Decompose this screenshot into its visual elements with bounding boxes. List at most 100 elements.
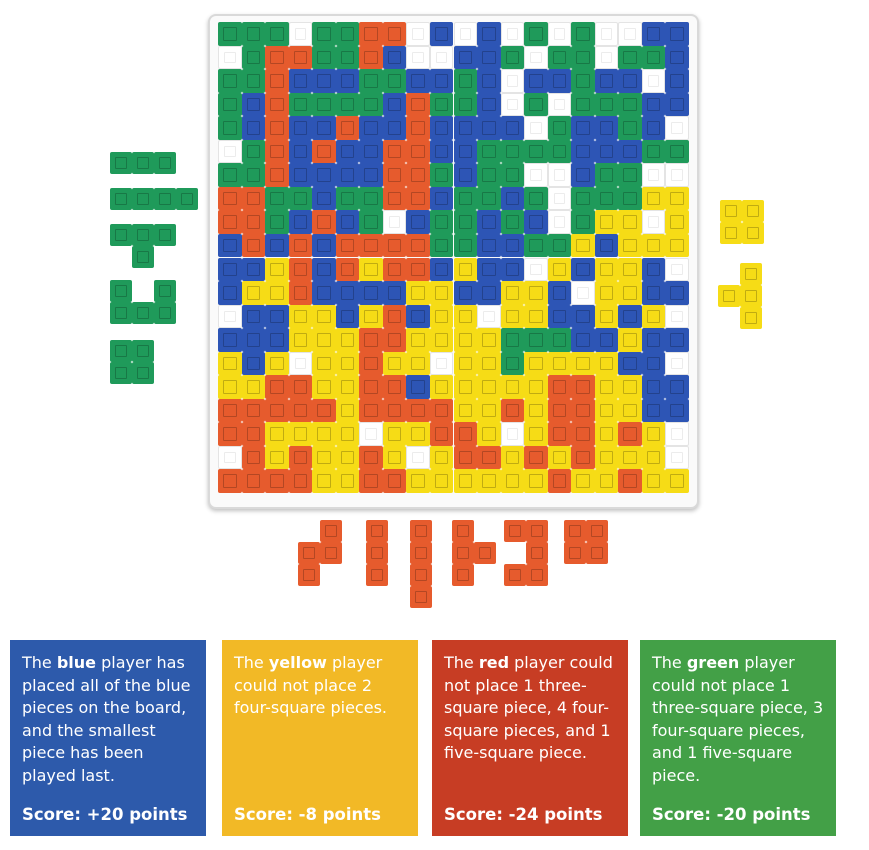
board-cell-empty	[477, 304, 501, 329]
board-cell-yellow	[335, 375, 360, 399]
board-cell-yellow	[265, 281, 289, 305]
board-cell-blue	[477, 281, 501, 305]
board-cell-yellow	[382, 422, 407, 446]
board-cell-green	[547, 139, 572, 164]
board-cell-empty	[547, 210, 572, 234]
board-cell-blue	[406, 375, 430, 399]
board-cell-green	[453, 92, 477, 117]
board-cell-green	[288, 92, 313, 117]
board-cell-empty	[453, 22, 477, 46]
board-cell-blue	[453, 163, 477, 187]
board-cell-blue	[406, 210, 430, 234]
board-cell-red	[382, 163, 407, 187]
board-cell-green	[265, 210, 289, 234]
red-piece-square	[452, 520, 474, 542]
board-cell-yellow	[265, 422, 289, 446]
board-cell-red	[241, 210, 266, 234]
board-cell-green	[524, 186, 548, 211]
board-cell-green	[571, 92, 595, 117]
board-cell-blue	[312, 257, 336, 281]
board-cell-green	[571, 45, 595, 70]
board-cell-yellow	[594, 351, 619, 376]
board-cell-blue	[359, 116, 383, 140]
board-cell-yellow	[312, 328, 336, 352]
board-cell-red	[547, 375, 572, 399]
yellow-piece-square	[740, 285, 762, 307]
red-piece-square	[410, 586, 432, 608]
board-cell-blue	[665, 22, 689, 46]
board-cell-yellow	[665, 210, 689, 234]
red-piece-square	[504, 520, 526, 542]
board-cell-red	[359, 445, 383, 470]
board-cell-blue	[335, 281, 360, 305]
board-cell-yellow	[406, 422, 430, 446]
board-cell-empty	[665, 445, 689, 470]
board-cell-blue	[312, 69, 336, 93]
board-cell-empty	[618, 22, 642, 46]
board-cell-green	[335, 92, 360, 117]
board-cell-blue	[618, 304, 642, 329]
red-piece-square	[564, 542, 586, 564]
board-cell-blue	[571, 139, 595, 164]
board-cell-blue	[312, 186, 336, 211]
board-cell-blue	[429, 116, 454, 140]
board-cell-red	[288, 375, 313, 399]
board-cell-blue	[312, 163, 336, 187]
board-cell-green	[265, 186, 289, 211]
board-cell-blue	[524, 69, 548, 93]
yellow-piece-square	[720, 200, 742, 222]
green-piece-square	[154, 188, 176, 210]
board-cell-red	[382, 398, 407, 423]
board-cell-yellow	[571, 469, 595, 493]
board-cell-yellow	[382, 445, 407, 470]
board-cell-green	[571, 69, 595, 93]
board-cell-yellow	[618, 398, 642, 423]
board-cell-red	[571, 445, 595, 470]
board-cell-red	[265, 139, 289, 164]
board-cell-green	[335, 186, 360, 211]
board-cell-yellow	[477, 351, 501, 376]
board-cell-green	[500, 351, 525, 376]
board-cell-red	[429, 422, 454, 446]
board-cell-green	[500, 163, 525, 187]
board-cell-red	[241, 469, 266, 493]
board-cell-blue	[241, 92, 266, 117]
board-cell-empty	[594, 22, 619, 46]
board-cell-blue	[218, 233, 242, 258]
red-player-name: red	[478, 653, 510, 672]
board-cell-yellow	[618, 210, 642, 234]
board-cell-red	[406, 233, 430, 258]
yellow-piece-square	[740, 307, 762, 329]
board-cell-red	[571, 422, 595, 446]
board-cell-red	[382, 139, 407, 164]
board-cell-empty	[500, 22, 525, 46]
board-cell-yellow	[265, 257, 289, 281]
board-cell-empty	[524, 163, 548, 187]
board-cell-blue	[359, 139, 383, 164]
board-cell-yellow	[288, 328, 313, 352]
board-cell-green	[218, 22, 242, 46]
red-piece-square	[564, 520, 586, 542]
board-cell-blue	[641, 328, 666, 352]
board-cell-blue	[665, 281, 689, 305]
board-cell-red	[359, 469, 383, 493]
board-cell-red	[288, 233, 313, 258]
board-cell-blue	[241, 328, 266, 352]
board-cell-red	[241, 186, 266, 211]
board-cell-green	[500, 139, 525, 164]
board-cell-blue	[594, 139, 619, 164]
board-cell-yellow	[312, 351, 336, 376]
board-cell-blue	[571, 328, 595, 352]
board-cell-yellow	[524, 398, 548, 423]
board-cell-red	[382, 257, 407, 281]
board-cell-yellow	[594, 445, 619, 470]
board-cell-blue	[382, 281, 407, 305]
board-cell-green	[618, 163, 642, 187]
board-cell-blue	[594, 328, 619, 352]
board-cell-blue	[641, 281, 666, 305]
board-cell-empty	[665, 351, 689, 376]
board-cell-blue	[477, 92, 501, 117]
board-cell-yellow	[429, 469, 454, 493]
board-cell-blue	[618, 69, 642, 93]
board-cell-blue	[665, 92, 689, 117]
